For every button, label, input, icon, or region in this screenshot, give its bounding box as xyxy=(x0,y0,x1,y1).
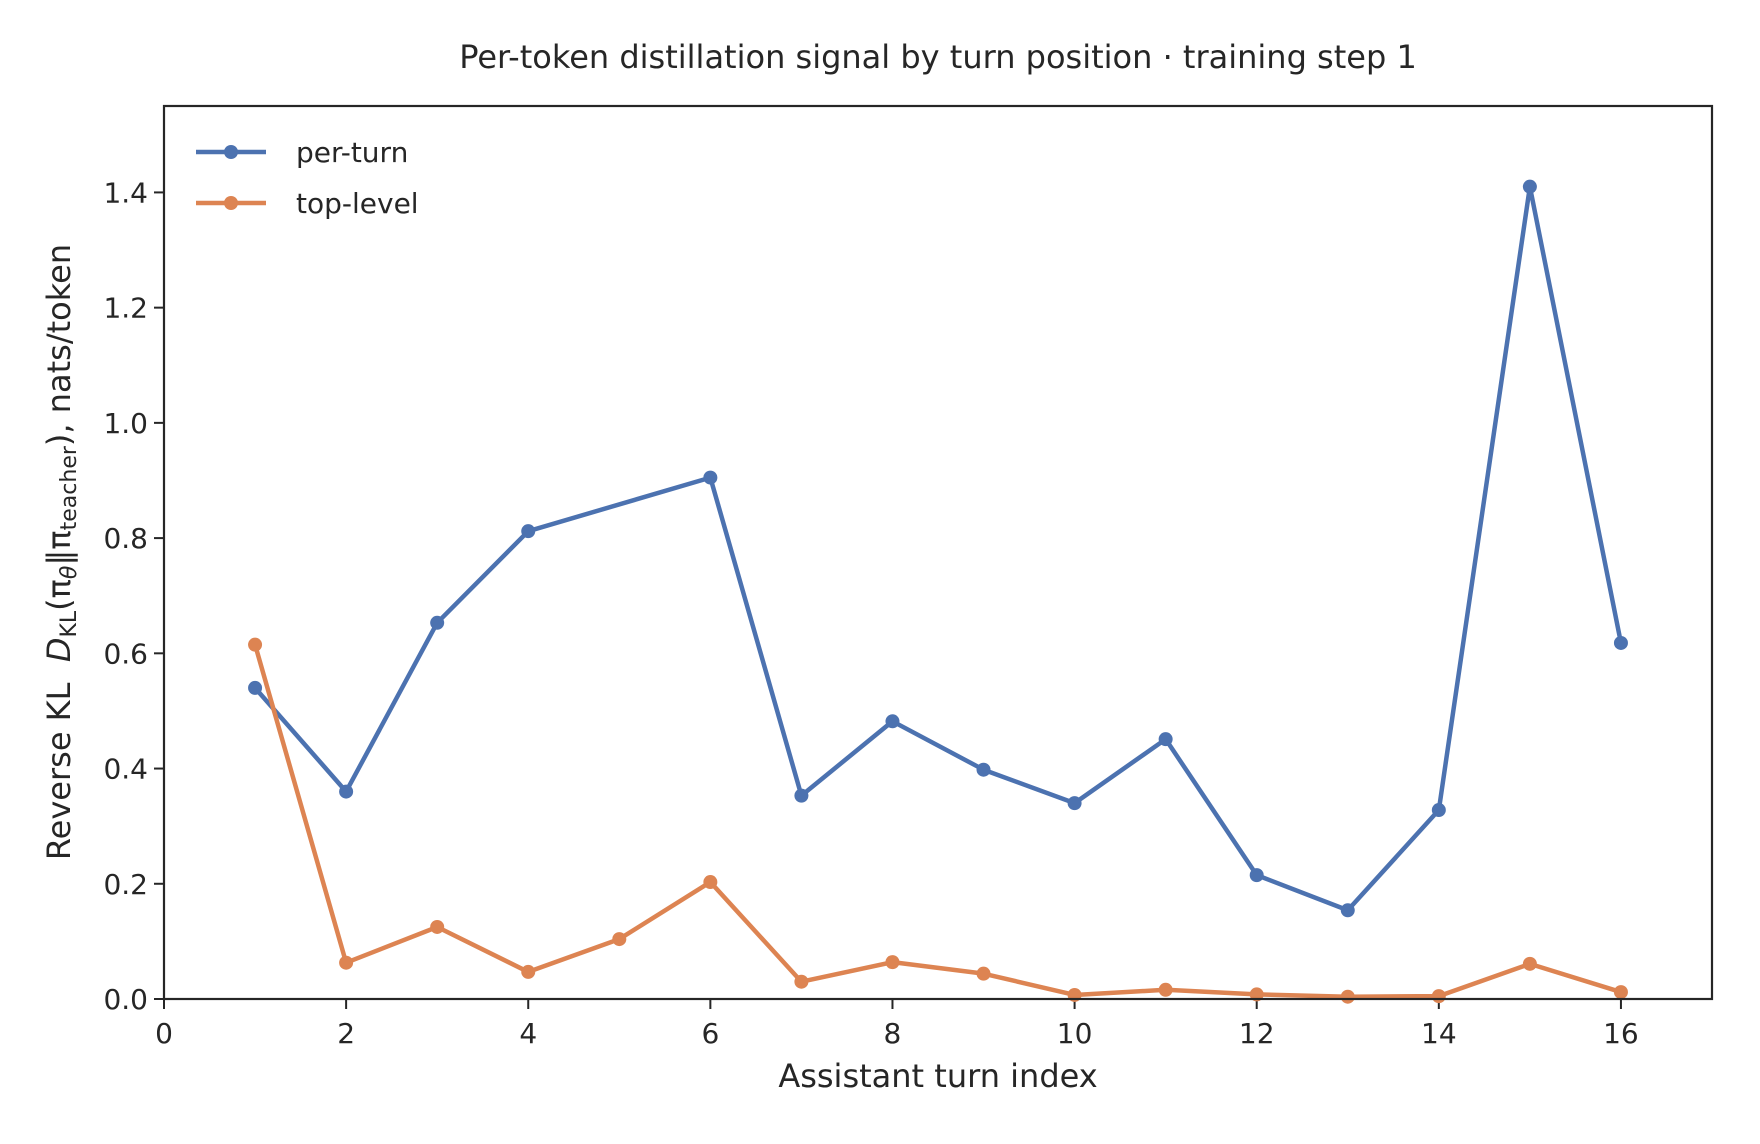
data-point-per-turn xyxy=(1613,635,1628,650)
y-axis-label: Reverse KL DKL(πθ‖πteacher), nats/token xyxy=(40,244,82,860)
data-point-per-turn xyxy=(339,784,354,799)
data-point-top-level xyxy=(521,964,536,979)
data-point-top-level xyxy=(1158,982,1173,997)
data-point-per-turn xyxy=(248,680,263,695)
data-point-per-turn xyxy=(1431,803,1446,818)
y-tick-label: 0.2 xyxy=(103,868,148,901)
series-line-top-level xyxy=(252,644,1622,999)
data-point-per-turn xyxy=(703,470,718,485)
data-point-top-level xyxy=(339,955,354,970)
chart-title: Per-token distillation signal by turn po… xyxy=(459,38,1417,76)
data-point-per-turn xyxy=(1067,796,1082,811)
x-tick-label: 16 xyxy=(1603,1017,1639,1050)
y-tick-label: 0.0 xyxy=(103,983,148,1016)
data-point-top-level xyxy=(703,875,718,890)
legend-label: per-turn xyxy=(296,136,408,169)
data-point-per-turn xyxy=(885,714,900,729)
data-point-per-turn xyxy=(521,524,536,539)
x-tick-label: 12 xyxy=(1239,1017,1275,1050)
x-axis: 0 2 4 6 8 10 12 14 16 xyxy=(155,999,1639,1050)
data-point-top-level xyxy=(248,637,263,652)
x-axis-label: Assistant turn index xyxy=(778,1057,1097,1095)
y-tick-label: 1.0 xyxy=(103,407,148,440)
x-tick-label: 10 xyxy=(1057,1017,1093,1050)
x-tick-label: 14 xyxy=(1421,1017,1457,1050)
data-point-top-level xyxy=(794,974,809,989)
data-point-per-turn xyxy=(1158,732,1173,747)
x-tick-label: 2 xyxy=(337,1017,355,1050)
data-point-top-level xyxy=(1522,956,1537,971)
data-point-top-level xyxy=(885,955,900,970)
data-point-top-level xyxy=(430,919,445,934)
data-point-per-turn xyxy=(1249,868,1264,883)
series-line-per-turn xyxy=(253,184,1624,913)
data-point-per-turn xyxy=(1340,903,1355,918)
series-layer xyxy=(248,179,1628,1004)
x-tick-label: 8 xyxy=(884,1017,902,1050)
y-tick-label: 1.2 xyxy=(103,292,148,325)
data-point-top-level xyxy=(1249,987,1264,1002)
y-axis: 0.0 0.2 0.4 0.6 0.8 1.0 1.2 1.4 xyxy=(103,176,164,1016)
legend-marker-per-turn xyxy=(224,145,238,159)
data-point-top-level xyxy=(1613,985,1628,1000)
y-tick-label: 0.8 xyxy=(103,522,148,555)
x-tick-label: 4 xyxy=(519,1017,537,1050)
legend: per-turn top-level xyxy=(196,136,419,220)
data-point-per-turn xyxy=(1522,179,1537,194)
legend-label: top-level xyxy=(296,187,419,220)
plot-frame xyxy=(162,104,1714,1001)
data-point-top-level xyxy=(976,966,991,981)
data-point-top-level xyxy=(612,932,627,947)
data-point-per-turn xyxy=(976,762,991,777)
data-point-per-turn xyxy=(794,788,809,803)
data-point-top-level xyxy=(1431,989,1446,1004)
y-tick-label: 0.6 xyxy=(103,637,148,670)
y-tick-label: 0.4 xyxy=(103,753,148,786)
y-tick-label: 1.4 xyxy=(103,176,148,209)
x-tick-label: 0 xyxy=(155,1017,173,1050)
legend-marker-top-level xyxy=(224,196,238,210)
x-tick-label: 6 xyxy=(701,1017,719,1050)
data-point-top-level xyxy=(1340,989,1355,1004)
data-point-per-turn xyxy=(430,615,445,630)
